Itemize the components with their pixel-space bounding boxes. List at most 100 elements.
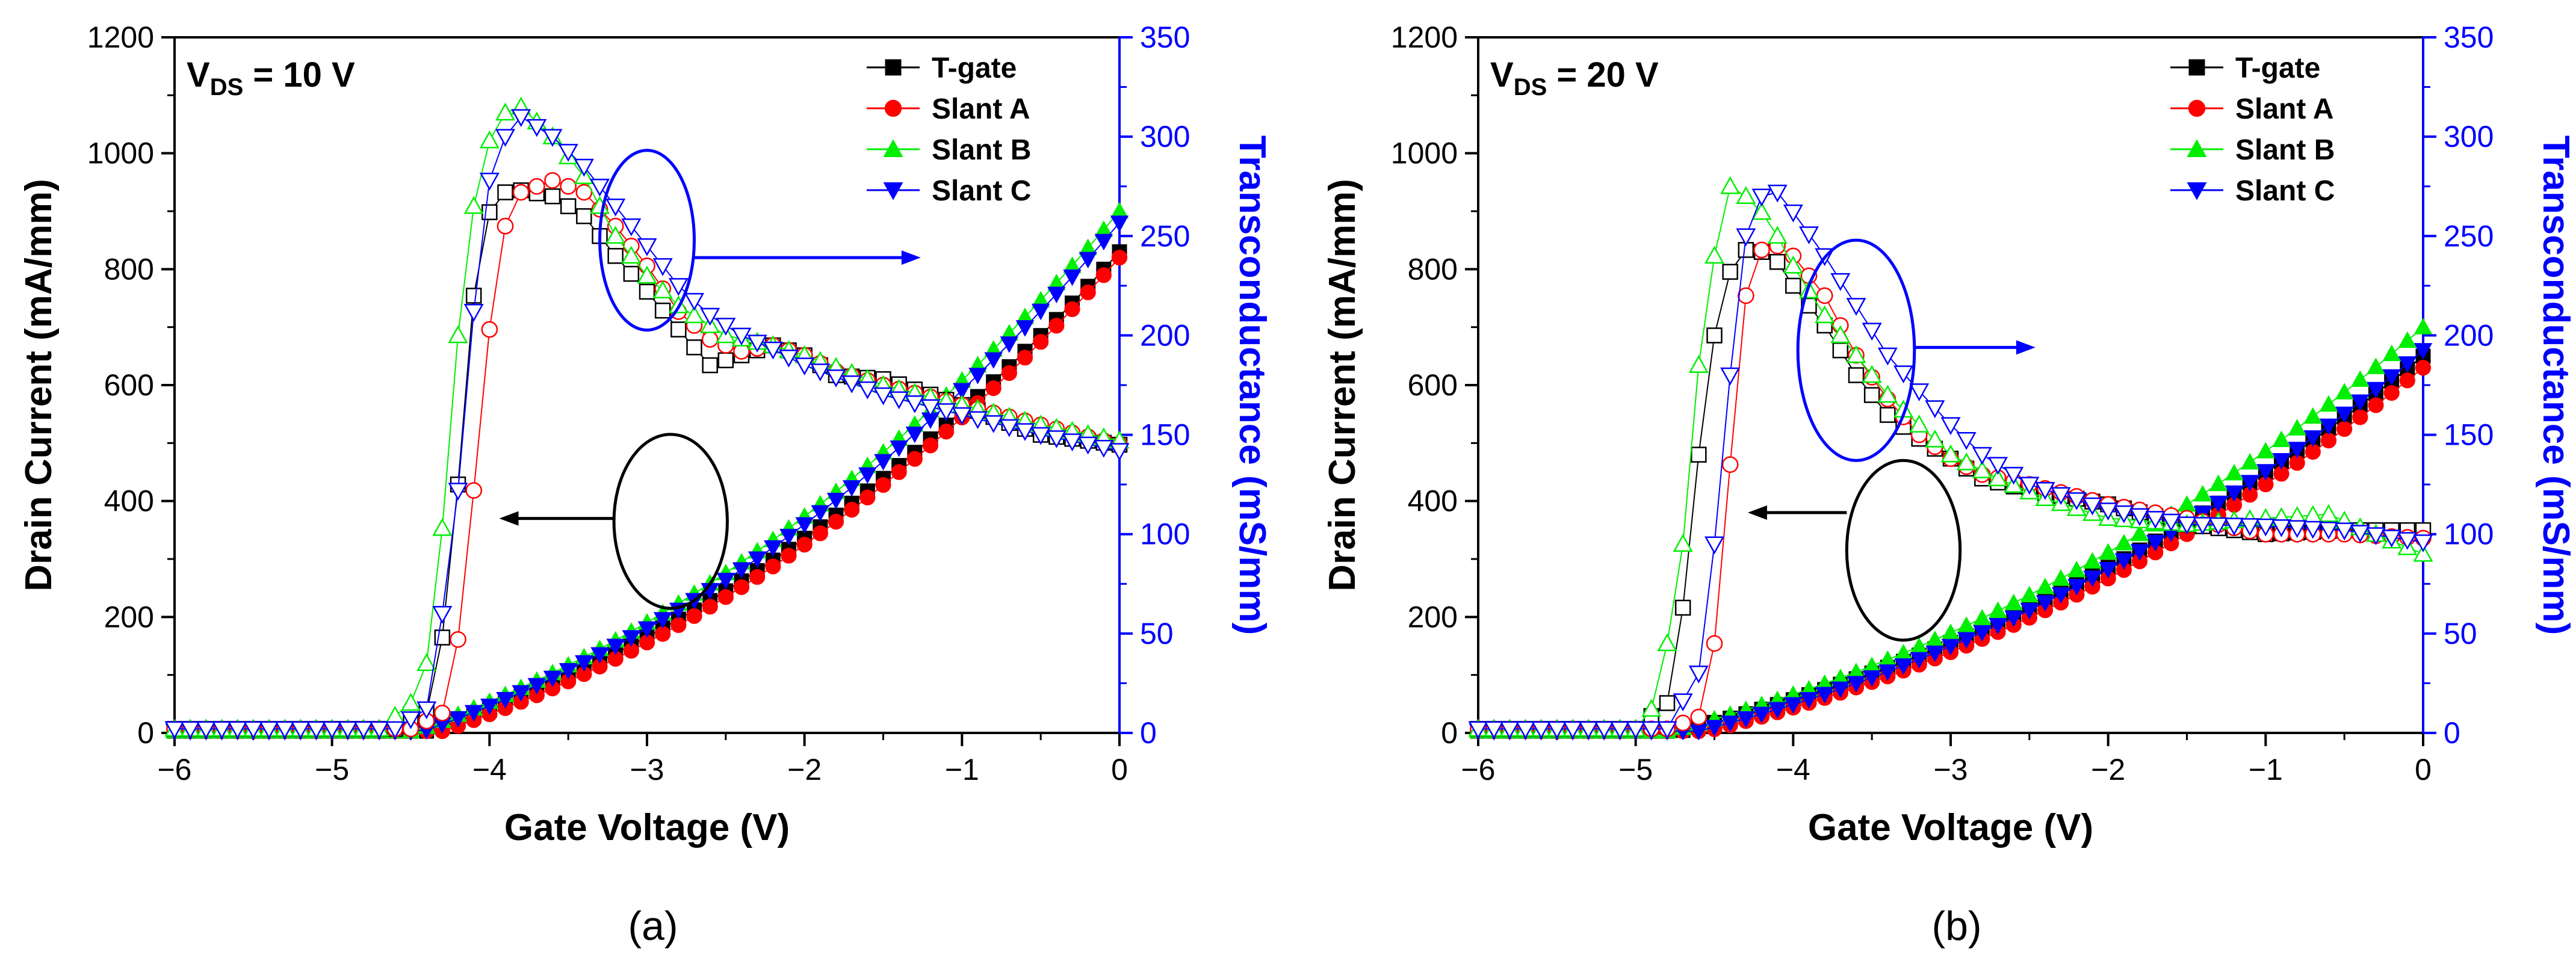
x-tick-label: 0 bbox=[2415, 753, 2432, 786]
data-point bbox=[1925, 429, 1945, 448]
data-point bbox=[2318, 504, 2339, 522]
data-point bbox=[983, 415, 1004, 433]
data-point bbox=[794, 357, 815, 375]
data-point bbox=[369, 721, 389, 740]
legend-label: Slant B bbox=[2235, 134, 2335, 166]
data-point bbox=[1910, 652, 1928, 669]
data-point bbox=[2382, 369, 2401, 386]
data-point bbox=[1847, 676, 1866, 693]
data-point bbox=[2335, 406, 2354, 424]
series-gm-t-gate bbox=[1470, 242, 2432, 737]
data-point bbox=[2318, 522, 2339, 540]
data-point bbox=[1831, 681, 1850, 699]
data-point bbox=[1673, 693, 1693, 712]
data-point bbox=[1784, 697, 1803, 714]
x-tick-label: −3 bbox=[630, 753, 664, 786]
data-point bbox=[353, 721, 374, 740]
data-point bbox=[2272, 430, 2291, 447]
data-point bbox=[2352, 409, 2368, 425]
data-point bbox=[1468, 721, 1488, 740]
annotation-ellipse bbox=[1845, 459, 1962, 642]
x-tick-label: −2 bbox=[787, 753, 822, 786]
data-point bbox=[1111, 249, 1128, 266]
data-point bbox=[2082, 497, 2103, 516]
data-point bbox=[2146, 535, 2165, 552]
data-point bbox=[2303, 520, 2323, 539]
x-axis-label: Gate Voltage (V) bbox=[504, 807, 790, 848]
data-point bbox=[826, 369, 846, 388]
data-point bbox=[1033, 333, 1049, 350]
data-point bbox=[2256, 464, 2275, 481]
data-point bbox=[2413, 318, 2433, 335]
data-point bbox=[747, 335, 767, 353]
data-point bbox=[1878, 664, 1897, 681]
data-point bbox=[2288, 442, 2306, 459]
data-point bbox=[1783, 204, 1803, 223]
data-point bbox=[857, 381, 878, 400]
data-point bbox=[1109, 443, 1130, 461]
data-point bbox=[1956, 432, 1977, 450]
data-point bbox=[1641, 721, 1662, 740]
data-point bbox=[2036, 577, 2055, 595]
legend-marker bbox=[884, 99, 902, 117]
data-point bbox=[1957, 616, 1976, 633]
y-axis-label: Drain Current (mA/mm) bbox=[18, 179, 60, 592]
data-point bbox=[590, 647, 609, 664]
data-point bbox=[400, 711, 421, 729]
data-point bbox=[1722, 264, 1738, 280]
data-point bbox=[781, 548, 797, 564]
data-point bbox=[290, 721, 311, 740]
legend-item-slant-c: Slant C bbox=[2170, 175, 2335, 207]
y2-axis-label: Transconductance (mS/mm) bbox=[2535, 135, 2576, 635]
data-point bbox=[2399, 372, 2415, 389]
data-point bbox=[1515, 721, 1536, 740]
data-point bbox=[2020, 585, 2039, 602]
y2-tick-label: 200 bbox=[1140, 318, 1190, 352]
data-point bbox=[2067, 560, 2086, 578]
series-gm-slant-c bbox=[164, 109, 1130, 740]
data-point bbox=[621, 246, 642, 264]
data-point bbox=[1080, 284, 1096, 300]
data-point bbox=[2130, 544, 2149, 561]
data-point bbox=[684, 305, 705, 324]
y2-tick-label: 0 bbox=[2444, 716, 2460, 750]
data-point bbox=[1816, 287, 1833, 304]
data-point bbox=[1064, 301, 1080, 317]
data-point bbox=[1048, 318, 1065, 334]
data-point bbox=[2365, 527, 2386, 546]
data-point bbox=[1893, 365, 1914, 384]
data-point bbox=[1046, 430, 1067, 448]
data-point bbox=[2255, 518, 2276, 537]
data-point bbox=[653, 612, 672, 629]
data-point bbox=[2303, 407, 2323, 424]
data-point bbox=[2083, 570, 2102, 587]
data-point bbox=[1578, 721, 1599, 740]
y-tick-label: 800 bbox=[1408, 252, 1458, 286]
data-point bbox=[2350, 525, 2370, 543]
y-tick-label: 800 bbox=[104, 252, 154, 286]
data-point bbox=[952, 407, 972, 425]
data-point bbox=[2413, 543, 2433, 562]
data-point bbox=[1736, 228, 1756, 247]
y2-tick-label: 50 bbox=[1140, 617, 1174, 650]
data-point bbox=[450, 631, 466, 648]
data-point bbox=[495, 129, 516, 147]
data-point bbox=[607, 248, 624, 264]
data-point bbox=[1877, 347, 1898, 366]
data-point bbox=[2176, 516, 2197, 535]
annotation-ellipse bbox=[1796, 238, 1916, 462]
data-point bbox=[1956, 452, 1977, 471]
data-point bbox=[1830, 325, 1851, 344]
data-point bbox=[984, 352, 1003, 369]
x-axis-label: Gate Voltage (V) bbox=[1808, 807, 2093, 848]
data-point bbox=[259, 721, 279, 740]
data-point bbox=[936, 403, 956, 421]
data-point bbox=[1736, 186, 1756, 204]
legend-marker bbox=[883, 139, 903, 157]
data-point bbox=[1690, 708, 1708, 726]
data-point bbox=[2398, 356, 2417, 373]
data-point bbox=[1079, 252, 1097, 269]
y-tick-label: 200 bbox=[104, 600, 154, 634]
data-point bbox=[465, 288, 482, 304]
data-point bbox=[670, 617, 687, 633]
